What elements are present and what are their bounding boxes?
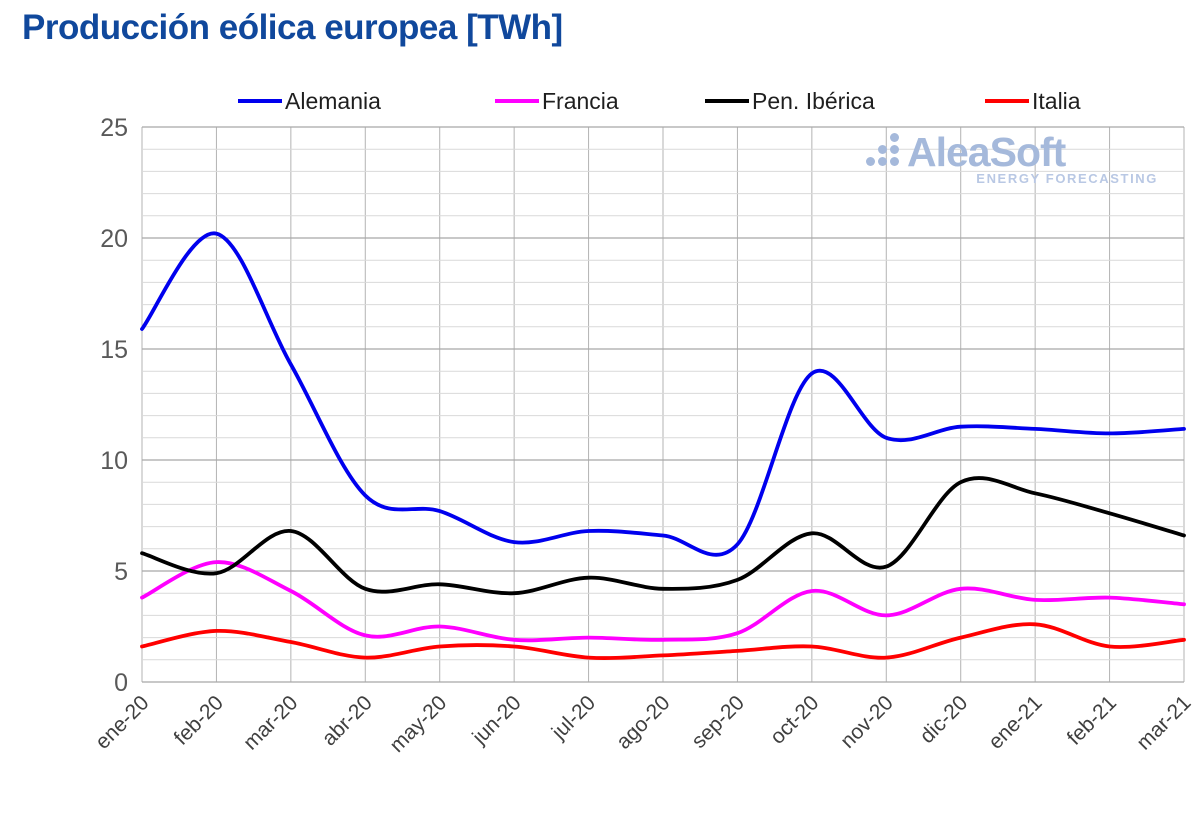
series-line-francia (140, 560, 1186, 643)
x-tick-label: nov-20 (836, 691, 898, 753)
aleasoft-tagline: ENERGY FORECASTING (976, 171, 1158, 186)
x-tick-label: ene-21 (984, 691, 1047, 754)
x-tick-label: feb-20 (170, 691, 228, 749)
logo-dot-column (866, 154, 875, 166)
legend-item-italia: Italia (985, 86, 1081, 116)
legend-line-swatch (238, 99, 282, 103)
legend-line-swatch (495, 99, 539, 103)
grid-minor-lines (142, 148, 1184, 661)
series-lines (140, 231, 1186, 660)
x-tick-label: oct-20 (766, 691, 824, 749)
y-tick-label: 20 (100, 225, 128, 253)
x-tick-label: mar-21 (1132, 691, 1195, 754)
logo-dot (878, 145, 887, 154)
y-tick-label: 10 (100, 447, 128, 475)
series-line-pen-ib-rica (140, 476, 1186, 596)
series-line-alemania (140, 231, 1186, 557)
x-tick-label: feb-21 (1063, 691, 1121, 749)
y-axis-tick-labels: 0 5 10 15 20 25 (100, 114, 128, 697)
x-tick-label: ene-20 (91, 691, 154, 754)
legend-item-alemania: Alemania (238, 86, 381, 116)
x-tick-label: ago-20 (612, 691, 675, 754)
y-tick-label: 15 (100, 336, 128, 364)
y-tick-label: 0 (114, 669, 128, 697)
y-tick-label: 25 (100, 114, 128, 142)
series-line-italia (140, 622, 1186, 660)
chart-title: Producción eólica europea [TWh] (22, 8, 563, 47)
x-axis-tick-labels: ene-20 feb-20 mar-20 abr-20 may-20 jun-20 jul-… (91, 691, 1196, 757)
logo-dot (890, 145, 899, 154)
aleasoft-logo: AleaSoft ENERGY FORECASTING (866, 130, 1158, 186)
x-tick-label: mar-20 (239, 691, 302, 754)
logo-dot-column (890, 130, 899, 166)
aleasoft-logo-row: AleaSoft (866, 130, 1158, 173)
legend-line-swatch (705, 99, 749, 103)
legend-item-francia: Francia (495, 86, 619, 116)
x-tick-label: sep-20 (687, 691, 749, 753)
x-tick-label: may-20 (385, 691, 451, 757)
logo-dot (866, 157, 875, 166)
x-tick-label: jul-20 (547, 691, 600, 744)
y-tick-label: 5 (114, 558, 128, 586)
logo-dot (890, 157, 899, 166)
chart-legend: Alemania Francia Pen. Ibérica Italia (0, 86, 1200, 116)
x-tick-label: abr-20 (318, 691, 377, 750)
aleasoft-brand-text: AleaSoft (907, 129, 1066, 175)
legend-label: Francia (542, 87, 619, 114)
legend-label: Pen. Ibérica (752, 87, 875, 114)
x-tick-label: jun-20 (467, 691, 525, 749)
x-tick-label: dic-20 (916, 691, 973, 748)
legend-line-swatch (985, 99, 1029, 103)
legend-item-pen-ib-rica: Pen. Ibérica (705, 86, 875, 116)
logo-dot (890, 133, 899, 142)
grid-major-lines (142, 126, 1184, 683)
logo-dot-column (878, 142, 887, 166)
legend-label: Italia (1032, 87, 1081, 114)
logo-dot (878, 157, 887, 166)
legend-label: Alemania (285, 87, 381, 114)
aleasoft-dots-icon (866, 130, 902, 166)
